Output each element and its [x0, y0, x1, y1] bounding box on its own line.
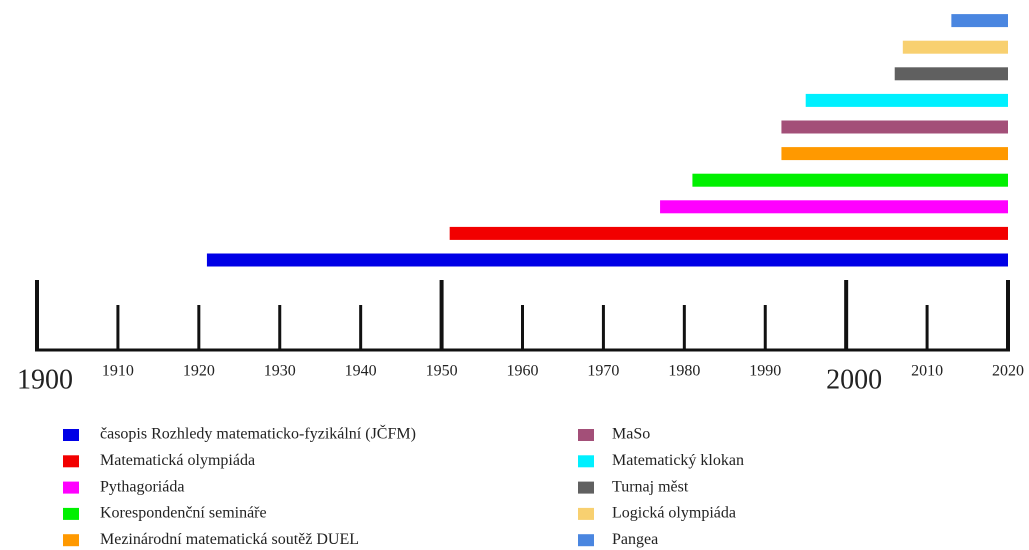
- legend-label: Mezinárodní matematická soutěž DUEL: [100, 531, 359, 548]
- x-tick-label: 1910: [102, 363, 134, 380]
- bar: [206, 253, 1009, 267]
- bar: [781, 120, 1008, 134]
- x-tick-label: 1900: [17, 364, 73, 395]
- legend-swatch: [63, 481, 79, 494]
- bar: [449, 226, 1008, 240]
- bar: [660, 200, 1008, 214]
- x-tick-label: 1950: [426, 363, 458, 380]
- legend-swatch: [63, 455, 79, 468]
- legend-label: Matematická olympiáda: [100, 452, 255, 469]
- legend-label: Matematický klokan: [612, 452, 744, 469]
- legend-label: MaSo: [612, 426, 650, 443]
- legend-label: Pangea: [612, 531, 658, 548]
- legend-swatch: [578, 481, 594, 494]
- x-tick-label: 2010: [911, 363, 943, 380]
- legend-label: časopis Rozhledy matematicko-fyzikální (…: [100, 424, 416, 443]
- x-tick-label: 1940: [345, 363, 377, 380]
- legend-swatch: [63, 507, 79, 520]
- legend-swatch: [578, 455, 594, 468]
- legend-label: Korespondenční semináře: [100, 505, 267, 522]
- x-tick-label: 1920: [183, 363, 215, 380]
- x-tick-label: 1990: [749, 363, 781, 380]
- legend-swatch: [63, 534, 79, 547]
- bar: [781, 147, 1008, 161]
- x-tick-label: 2020: [992, 363, 1024, 380]
- x-tick-label: 1980: [668, 363, 700, 380]
- legend-swatch: [63, 429, 79, 441]
- bar: [951, 14, 1008, 28]
- x-tick-label: 2000: [826, 364, 882, 395]
- bar: [902, 40, 1008, 54]
- legend-swatch: [578, 429, 594, 441]
- bar: [805, 93, 1008, 107]
- legend-swatch: [578, 507, 594, 520]
- legend-label: Pythagoriáda: [100, 478, 184, 495]
- x-tick-label: 1970: [587, 363, 619, 380]
- bar: [692, 173, 1008, 187]
- x-tick-label: 1960: [507, 363, 539, 380]
- bar: [894, 67, 1008, 81]
- legend-label: Logická olympiáda: [612, 505, 736, 522]
- legend-swatch: [578, 534, 594, 547]
- x-tick-label: 1930: [264, 363, 296, 380]
- legend-label: Turnaj měst: [612, 478, 689, 495]
